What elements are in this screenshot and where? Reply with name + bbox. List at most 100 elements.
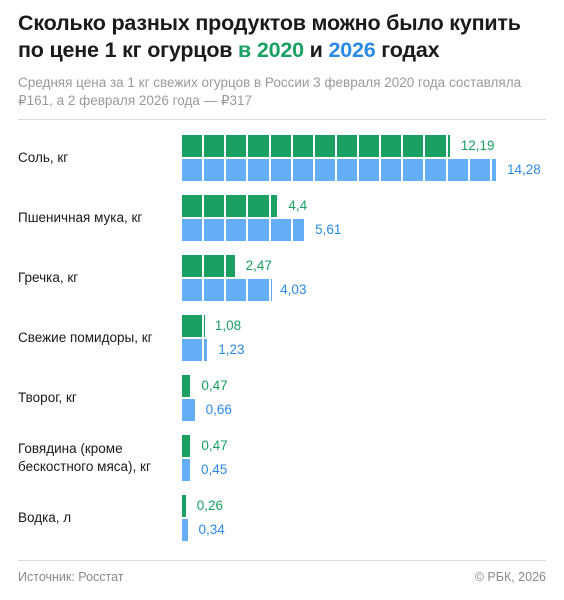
category-label: Гречка, кг [18, 270, 79, 285]
bar-unit [270, 159, 291, 181]
source-note: Источник: Росстат [18, 570, 124, 584]
bar-2020 [182, 135, 452, 157]
bar-unit [292, 219, 305, 241]
title-year-2026: 2026 [328, 38, 376, 62]
bar-unit [270, 219, 291, 241]
value-label: 1,08 [214, 318, 242, 333]
category-label: Водка, л [18, 510, 72, 525]
bar-unit [182, 195, 203, 217]
bar-unit [226, 135, 247, 157]
bar-unit [204, 315, 206, 337]
bar-unit [182, 339, 203, 361]
chart-subtitle: Средняя цена за 1 кг свежих огурцов в Ро… [18, 75, 522, 108]
value-label: 2,47 [245, 258, 272, 273]
category-label: Соль, кг [18, 150, 69, 165]
bar-unit [270, 279, 272, 301]
chart-title: Сколько разных продуктов можно было купи… [18, 10, 548, 64]
bar-unit [248, 219, 269, 241]
category-label: Свежие помидоры, кг [18, 330, 153, 345]
bar-unit [182, 159, 203, 181]
bar-unit [182, 375, 191, 397]
bar-unit [491, 159, 496, 181]
title-ending: годах [375, 38, 440, 62]
value-label: 0,66 [205, 402, 232, 417]
category-label: Творог, кг [18, 390, 77, 405]
bar-2020 [182, 195, 279, 217]
value-label: 12,19 [460, 138, 495, 153]
bar-unit [226, 255, 235, 277]
bar-unit [381, 135, 402, 157]
bar-unit [182, 135, 203, 157]
bar-unit [226, 279, 247, 301]
bar-unit [425, 159, 446, 181]
value-label: 5,61 [315, 222, 342, 237]
bar-unit [204, 255, 225, 277]
bar-unit [248, 135, 269, 157]
bar-unit [248, 195, 269, 217]
bar-2026 [182, 459, 192, 481]
value-label: 14,28 [507, 162, 541, 177]
bar-unit [204, 219, 225, 241]
title-conjunction: и [303, 38, 329, 62]
bar-2020 [182, 375, 192, 397]
category-label: Говядина (кроме бескостного мяса), кг [18, 441, 151, 474]
value-label: 0,47 [201, 438, 228, 453]
bar-unit [403, 159, 424, 181]
bar-unit [336, 159, 358, 181]
bar-unit [204, 339, 208, 361]
bar-unit [292, 135, 313, 157]
bar-unit [182, 399, 195, 421]
value-label: 4,4 [288, 198, 308, 213]
bar-unit [226, 159, 247, 181]
bar-unit [204, 279, 225, 301]
top-divider [18, 119, 546, 120]
bar-unit [381, 159, 402, 181]
bar-unit [403, 135, 424, 157]
bar-unit [204, 135, 225, 157]
bar-2020 [182, 255, 237, 277]
value-label: 0,45 [200, 462, 228, 477]
bar-unit [336, 135, 358, 157]
bar-unit [248, 279, 269, 301]
bar-unit [469, 159, 490, 181]
value-label: 0,47 [201, 378, 228, 393]
title-year-2020: в 2020 [238, 38, 304, 62]
bar-2020 [182, 435, 192, 457]
bar-unit [314, 159, 335, 181]
bar-2026 [182, 159, 498, 181]
bar-unit [292, 159, 313, 181]
bar-2026 [182, 339, 209, 361]
bar-unit [182, 519, 188, 541]
bar-2020 [182, 315, 206, 337]
copyright-note: © РБК, 2026 [474, 570, 546, 584]
bar-unit [182, 255, 203, 277]
title-text: Сколько разных продуктов можно было купи… [18, 11, 521, 62]
bar-unit [248, 159, 269, 181]
value-label: 1,23 [218, 342, 245, 357]
bar-2020 [182, 495, 188, 517]
bar-unit [182, 459, 190, 481]
bar-unit [270, 195, 278, 217]
bar-unit [182, 279, 203, 301]
bar-unit [359, 135, 380, 157]
bar-unit [182, 219, 203, 241]
bar-unit [314, 135, 335, 157]
bar-unit [447, 159, 468, 181]
value-label: 4,03 [280, 282, 307, 297]
category-label: Пшеничная мука, кг [18, 210, 143, 225]
bar-unit [182, 315, 203, 337]
bar-unit [182, 495, 186, 517]
value-label: 0,26 [196, 498, 224, 513]
bar-unit [447, 135, 450, 157]
bar-2026 [182, 279, 272, 301]
bar-unit [204, 159, 225, 181]
bar-unit [270, 135, 291, 157]
bar-unit [226, 195, 247, 217]
bar-unit [182, 435, 191, 457]
bottom-divider [18, 560, 546, 561]
bar-unit [359, 159, 380, 181]
value-label: 0,34 [198, 522, 225, 537]
bar-unit [226, 219, 247, 241]
bar-2026 [182, 219, 306, 241]
